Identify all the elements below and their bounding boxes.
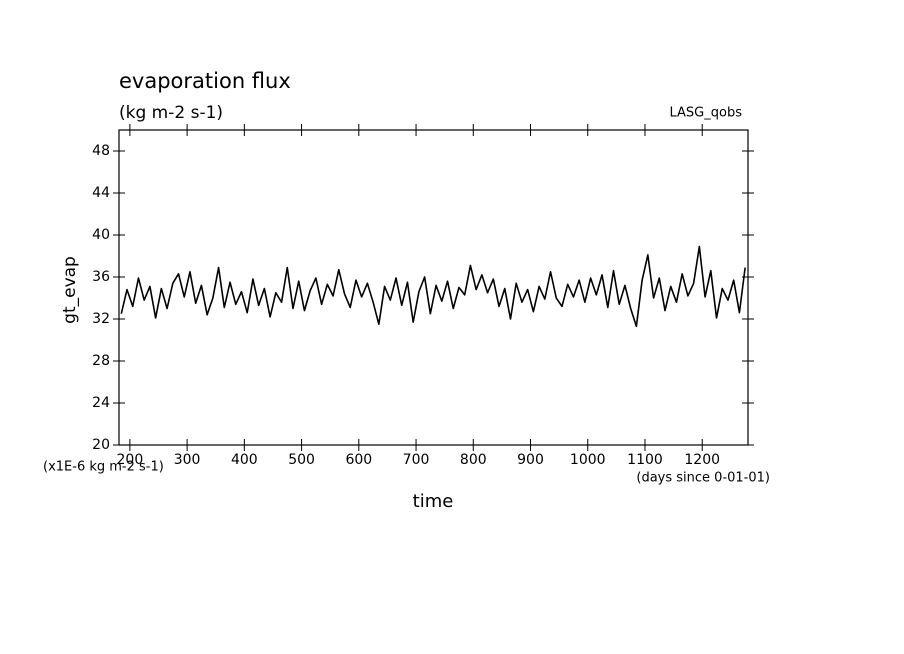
x-unit-label: (days since 0-01-01): [636, 471, 770, 486]
y-tick-label: 24: [92, 395, 110, 411]
x-tick-label: 1200: [684, 452, 720, 468]
x-tick-label: 900: [517, 452, 544, 468]
y-tick-label: 32: [92, 311, 110, 327]
x-tick-label: 200: [117, 452, 144, 468]
x-tick-label: 800: [460, 452, 487, 468]
x-axis-title: time: [413, 491, 454, 512]
chart-subtitle: (kg m-2 s-1): [119, 103, 223, 123]
x-tick-label: 300: [174, 452, 201, 468]
x-tick-label: 700: [403, 452, 430, 468]
data-line: [120, 245, 746, 328]
y-axis-title: gt_evap: [60, 256, 80, 324]
plot-frame: [118, 129, 749, 446]
x-tick-label: 400: [231, 452, 258, 468]
y-tick-label: 40: [92, 227, 110, 243]
source-label: LASG_qobs: [670, 106, 743, 121]
y-unit-label: (x1E-6 kg m-2 s-1): [43, 460, 164, 475]
y-tick-label: 28: [92, 353, 110, 369]
y-tick-label: 20: [92, 437, 110, 453]
x-tick-label: 1000: [570, 452, 606, 468]
x-tick-label: 1100: [627, 452, 663, 468]
x-tick-label: 500: [288, 452, 315, 468]
y-tick-label: 44: [92, 185, 110, 201]
x-tick-label: 600: [345, 452, 372, 468]
y-tick-label: 48: [92, 143, 110, 159]
y-tick-label: 36: [92, 269, 110, 285]
chart-title: evaporation flux: [119, 69, 291, 93]
